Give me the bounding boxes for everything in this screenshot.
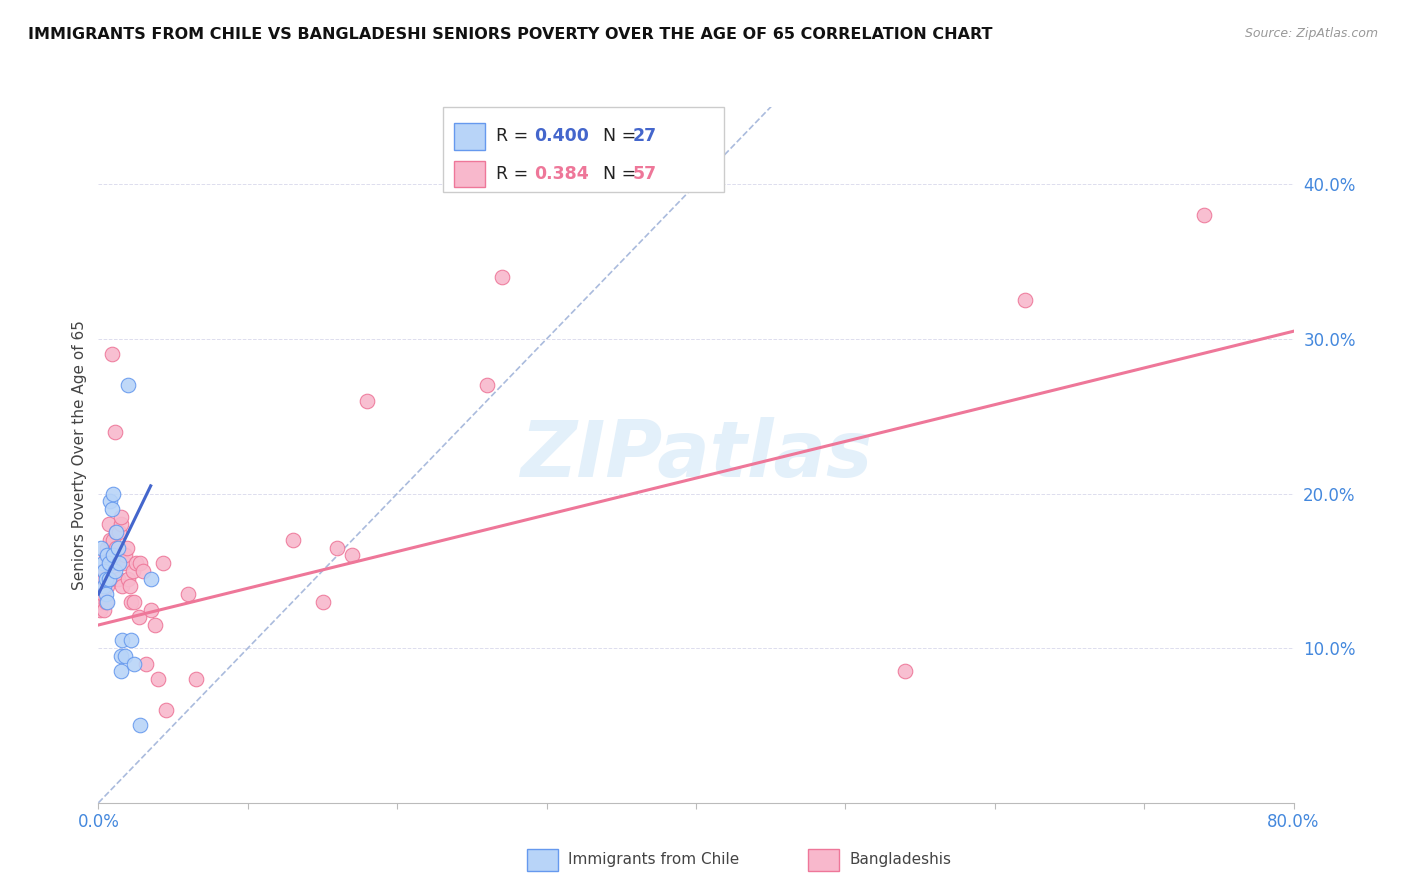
Text: Bangladeshis: Bangladeshis xyxy=(849,853,952,867)
Point xyxy=(94,572,117,586)
Point xyxy=(104,549,127,563)
Point xyxy=(103,549,125,563)
Point xyxy=(152,556,174,570)
Point xyxy=(101,556,124,570)
Point xyxy=(91,564,114,578)
Point xyxy=(105,525,128,540)
Point xyxy=(281,533,304,547)
Point xyxy=(105,525,128,540)
Point xyxy=(124,595,146,609)
Point xyxy=(103,556,125,570)
Point xyxy=(90,595,112,609)
Point xyxy=(342,549,364,563)
Point xyxy=(114,549,136,563)
Point xyxy=(118,579,141,593)
Point xyxy=(894,665,917,679)
Point xyxy=(120,633,142,648)
Point xyxy=(139,602,162,616)
Point xyxy=(91,587,114,601)
Point xyxy=(117,572,139,586)
Point xyxy=(93,564,115,578)
Point xyxy=(97,556,120,570)
Point xyxy=(97,517,120,532)
Point xyxy=(101,502,124,516)
Point xyxy=(311,595,333,609)
Point xyxy=(98,494,122,508)
Text: R =: R = xyxy=(496,165,534,183)
Point xyxy=(104,425,127,439)
Point xyxy=(96,549,118,563)
Point xyxy=(98,572,122,586)
Point xyxy=(155,703,177,717)
Point xyxy=(132,564,155,578)
Point xyxy=(105,541,128,555)
Point xyxy=(148,672,170,686)
Point xyxy=(101,347,124,361)
Text: ZIPatlas: ZIPatlas xyxy=(520,417,872,493)
Point xyxy=(103,486,125,500)
Point xyxy=(110,517,132,532)
Text: 0.400: 0.400 xyxy=(534,128,589,145)
Point xyxy=(96,579,118,593)
Point xyxy=(97,556,120,570)
Point xyxy=(89,602,111,616)
Point xyxy=(91,556,114,570)
Point xyxy=(112,556,135,570)
Point xyxy=(125,556,148,570)
Text: Immigrants from Chile: Immigrants from Chile xyxy=(568,853,740,867)
Point xyxy=(93,572,115,586)
Point xyxy=(104,564,127,578)
Point xyxy=(107,572,129,586)
Point xyxy=(491,270,513,285)
Point xyxy=(103,533,125,547)
Point xyxy=(128,610,150,624)
Point xyxy=(117,378,139,392)
Text: 57: 57 xyxy=(633,165,657,183)
Point xyxy=(129,718,152,732)
Point xyxy=(143,618,166,632)
Point xyxy=(107,541,129,555)
Point xyxy=(90,541,112,555)
Text: R =: R = xyxy=(496,128,534,145)
Point xyxy=(94,587,117,601)
Point xyxy=(96,595,118,609)
Point xyxy=(114,648,136,663)
Point xyxy=(184,672,207,686)
Point xyxy=(97,572,120,586)
Point xyxy=(475,378,498,392)
Point xyxy=(93,602,115,616)
Text: Source: ZipAtlas.com: Source: ZipAtlas.com xyxy=(1244,27,1378,40)
Point xyxy=(115,541,138,555)
Point xyxy=(120,595,142,609)
Point xyxy=(1014,293,1036,308)
Point xyxy=(96,541,118,555)
Point xyxy=(1192,208,1215,222)
Point xyxy=(139,572,162,586)
Point xyxy=(121,564,143,578)
Text: N =: N = xyxy=(592,128,641,145)
Point xyxy=(98,533,122,547)
Point xyxy=(94,549,117,563)
Point xyxy=(108,525,131,540)
Point xyxy=(110,509,132,524)
Point xyxy=(108,556,131,570)
Point xyxy=(124,657,146,671)
Point xyxy=(94,595,117,609)
Point xyxy=(356,393,378,408)
Point xyxy=(111,633,134,648)
Point xyxy=(93,579,115,593)
Point xyxy=(326,541,349,555)
Text: N =: N = xyxy=(592,165,641,183)
Text: IMMIGRANTS FROM CHILE VS BANGLADESHI SENIORS POVERTY OVER THE AGE OF 65 CORRELAT: IMMIGRANTS FROM CHILE VS BANGLADESHI SEN… xyxy=(28,27,993,42)
Point xyxy=(111,579,134,593)
Point xyxy=(110,648,132,663)
Point xyxy=(177,587,200,601)
Point xyxy=(110,665,132,679)
Text: 0.384: 0.384 xyxy=(534,165,589,183)
Point xyxy=(135,657,157,671)
Text: 27: 27 xyxy=(633,128,657,145)
Point xyxy=(129,556,152,570)
Y-axis label: Seniors Poverty Over the Age of 65: Seniors Poverty Over the Age of 65 xyxy=(72,320,87,590)
